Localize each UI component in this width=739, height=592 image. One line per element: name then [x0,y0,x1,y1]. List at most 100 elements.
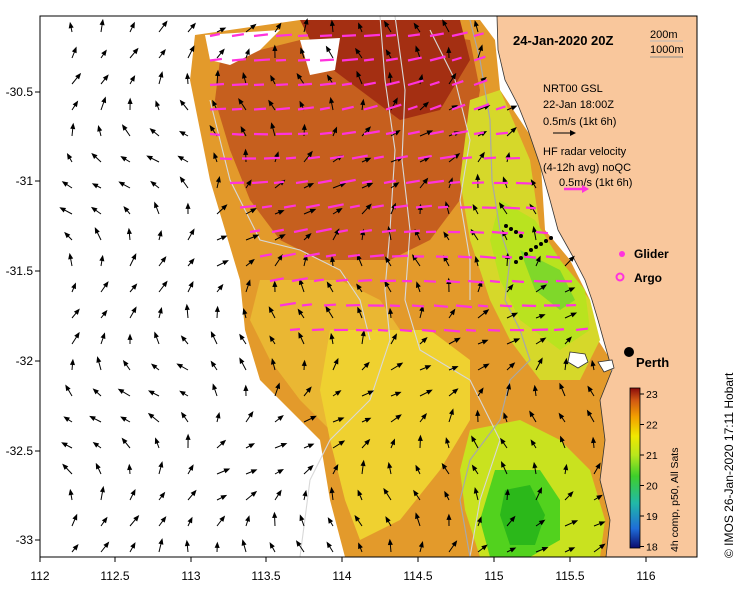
hf-radar-arrow [283,204,297,209]
gsl-arrow-head [269,542,275,549]
gsl-arrow-head [421,413,427,420]
gsl-arrow-head [388,307,394,315]
gsl-arrow-head [513,338,521,344]
gsl-arrow-head [452,388,459,395]
gsl-arrow-head [91,152,98,160]
y-tick-label: -30.5 [6,85,34,99]
gsl-arrow-head [154,437,160,445]
gsl-arrow-head [563,357,569,365]
gsl-arrow-head [246,179,252,186]
colorbar-tick-label: 20 [646,481,658,493]
gsl-arrow-head [270,74,276,82]
gsl-arrow-head [508,362,516,369]
gsl-arrow-head [245,279,251,287]
gsl-arrow-head [472,204,478,211]
gsl-arrow-head [215,411,221,419]
gsl-arrow-head [598,521,606,527]
gsl-arrow-head [126,227,132,235]
gsl-legend-time: 22-Jan 18:00Z [543,99,614,111]
hf-radar-arrow [341,57,359,62]
gsl-arrow-head [415,464,421,472]
gsl-arrow-head [567,491,574,498]
gsl-arrow-head [481,544,488,551]
gsl-arrow-head [590,359,596,367]
gsl-arrow-head [364,157,372,163]
gsl-arrow-head [160,48,166,56]
hf-radar-arrow [347,253,361,258]
gsl-arrow-head [329,96,335,104]
gsl-arrow-head [89,415,96,422]
gsl-arrow-head [299,514,305,522]
hf-radar-arrow [259,253,272,258]
hf-radar-arrow [429,55,446,62]
gsl-arrow-head [127,463,133,471]
gsl-arrow-head [295,540,302,547]
gsl-arrow-head [71,46,77,54]
gsl-arrow-head [473,487,479,494]
gsl-arrow-head [444,490,450,498]
gsl-arrow-head [92,388,99,395]
gsl-arrow-head [325,305,331,313]
gsl-arrow-head [131,253,137,260]
gsl-arrow-head [385,516,391,523]
gsl-arrow-head [481,339,489,345]
gsl-arrow-head [184,303,190,311]
gsl-arrow-head [568,287,576,293]
gsl-arrow-head [337,417,345,423]
hf-radar-arrow [439,154,456,160]
gsl-arrow-head [213,152,219,159]
gsl-arrow-head [307,443,315,449]
hf-radar-arrow [319,34,333,38]
gsl-arrow-head [61,181,69,187]
gsl-arrow-head [154,201,159,209]
hf-radar-arrow [371,204,385,209]
gsl-arrow-head [471,435,477,443]
hf-radar-arrow [297,132,309,136]
hf-radar-arrow [461,156,473,160]
hf-radar-arrow [457,255,473,259]
gsl-arrow-head [334,390,342,396]
gsl-arrow-head [64,231,71,239]
hf-radar-arrow [341,105,354,111]
gsl-arrow-head [330,255,336,263]
gsl-arrow-head [157,229,163,237]
colorbar-label: 4h comp, p50, All Sats [669,448,681,552]
hf-radar-arrow [465,328,477,332]
gsl-arrow-head [391,333,397,340]
x-tick-label: 112.5 [100,569,129,583]
hf-legend-line2: (4-12h avg) noQC [543,162,631,174]
gsl-arrow-head [449,408,454,416]
hf-radar-arrow [437,205,449,209]
gsl-arrow-head [329,19,335,27]
hf-radar-arrow [209,82,225,87]
gsl-arrow-head [91,183,99,189]
gsl-arrow-head [387,538,393,546]
gsl-arrow-head [127,333,133,340]
gsl-arrow-head [307,182,315,189]
gsl-arrow-head [364,417,372,423]
gsl-arrow-head [250,490,258,497]
gsl-arrow-head [479,151,485,159]
gsl-arrow-head [385,49,392,56]
gsl-arrow-head [238,98,244,105]
gsl-arrow-head [74,331,80,339]
y-tick-label: -31.5 [6,264,34,278]
gsl-arrow-head [413,489,419,497]
hf-radar-arrow [253,58,271,62]
river [597,359,615,373]
gsl-arrow-head [530,439,537,446]
gsl-arrow-head [118,181,126,187]
gsl-arrow-head [421,337,428,344]
gsl-arrow-head [101,96,107,104]
gsl-arrow-head [478,44,483,52]
hf-radar-arrow [483,156,497,160]
gsl-arrow-head [239,357,245,365]
gsl-arrow-head [101,49,107,57]
hf-radar-arrow [291,277,308,283]
gsl-arrow-head [177,155,185,162]
hf-radar-arrow [231,107,243,111]
gsl-arrow-head [131,283,138,290]
gsl-arrow-head [62,463,69,470]
gsl-arrow-head [333,463,339,471]
hf-radar-arrow [449,180,461,185]
